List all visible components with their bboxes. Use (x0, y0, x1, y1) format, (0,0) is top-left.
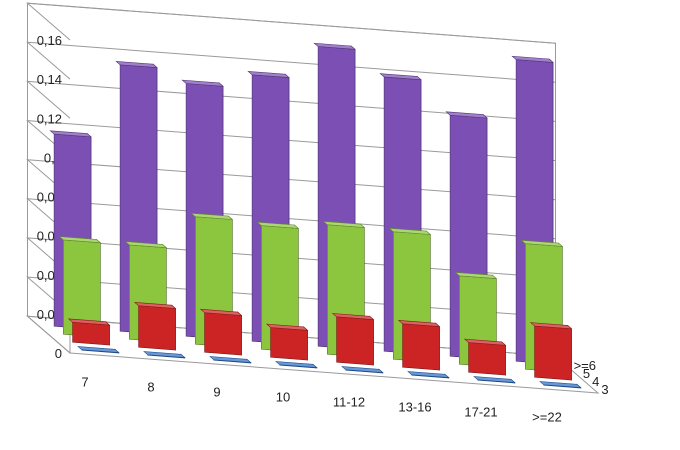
x-tick-label: 9 (213, 385, 220, 400)
bar (331, 313, 375, 366)
y-tick-label: 0,16 (37, 33, 62, 48)
bars (49, 42, 582, 389)
bar (199, 308, 243, 356)
bar (341, 366, 384, 374)
gridline (26, 80, 556, 122)
depth-tick-label: 3 (601, 382, 608, 397)
x-tick-label: 10 (276, 390, 290, 405)
bar (463, 338, 507, 376)
depth-tick-label: 5 (583, 366, 590, 381)
bar (58, 236, 102, 338)
bar (256, 221, 300, 353)
bar (407, 371, 450, 379)
y-tick-label: 0,12 (37, 111, 62, 126)
bar (397, 320, 441, 371)
x-tick-label: >=22 (532, 410, 562, 425)
bar (529, 322, 573, 381)
x-tick-label: 11-12 (333, 395, 365, 410)
bar (77, 346, 120, 354)
x-tick-label: 8 (147, 380, 154, 395)
bar (473, 376, 516, 384)
depth-tick-label: 4 (592, 374, 599, 389)
gridline (26, 41, 556, 83)
depth-tick-label: >=6 (574, 358, 596, 373)
x-axis: 7 8 9 10 11-12 13-16 17-21 >=22 (81, 375, 561, 425)
bar (133, 302, 177, 351)
gridline (26, 2, 556, 44)
bar (67, 318, 111, 346)
bar (143, 351, 186, 359)
y-tick-label: 0 (55, 346, 62, 361)
x-tick-label: 17-21 (464, 405, 497, 420)
bar (209, 356, 252, 364)
x-tick-label: 7 (81, 375, 88, 390)
x-tick-label: 13-16 (398, 400, 431, 415)
bar (275, 361, 318, 369)
bar (539, 381, 582, 389)
gridline (26, 315, 556, 357)
y-tick-label: 0,14 (37, 72, 62, 87)
bar (265, 323, 309, 361)
chart-walls (26, 2, 600, 394)
depth-axis: 345>=6 (574, 358, 609, 397)
